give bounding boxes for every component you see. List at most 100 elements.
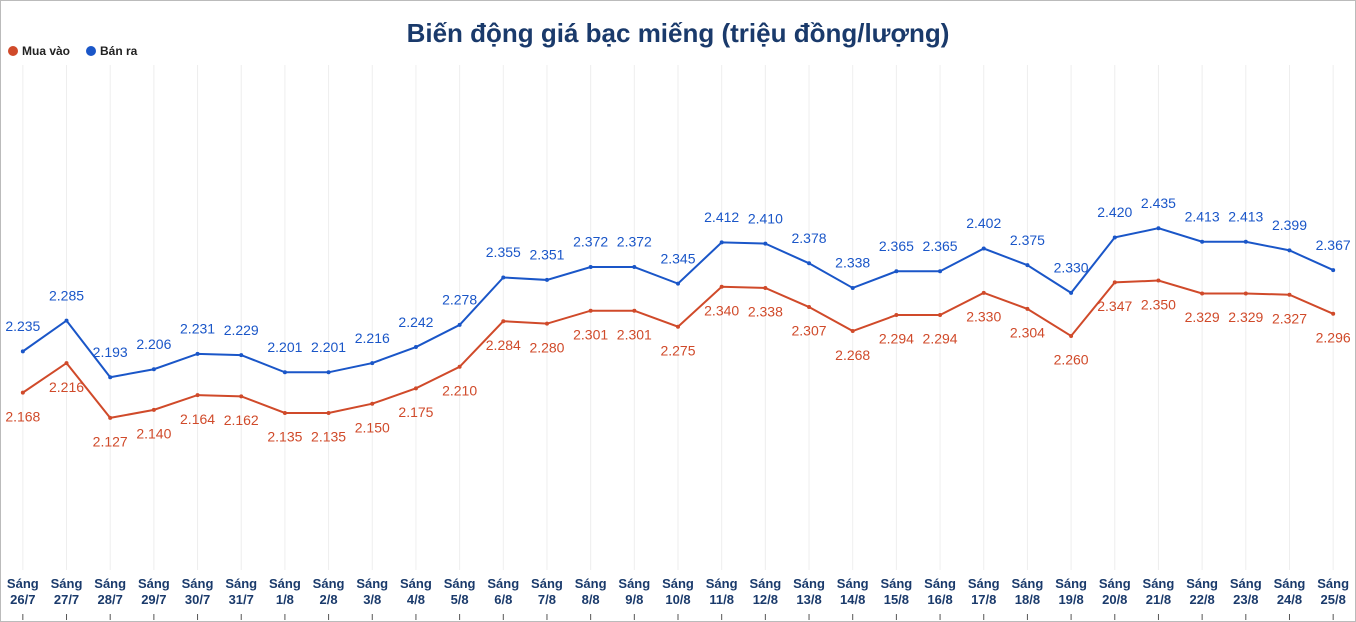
data-label: 2.231 xyxy=(180,321,215,337)
point xyxy=(20,349,25,354)
data-label: 2.329 xyxy=(1228,309,1263,325)
data-label: 2.229 xyxy=(224,322,259,338)
data-label: 2.338 xyxy=(835,255,870,271)
point xyxy=(763,241,768,246)
data-label: 2.327 xyxy=(1272,310,1307,326)
data-label: 2.280 xyxy=(529,339,564,355)
point xyxy=(938,269,943,274)
point xyxy=(64,318,69,323)
x-tick-label: Sáng 13/8 xyxy=(793,576,825,607)
x-tick-label: Sáng 28/7 xyxy=(94,576,127,607)
data-label: 2.378 xyxy=(792,230,827,246)
x-tick-label: Sáng 27/7 xyxy=(50,576,83,607)
data-label: 2.210 xyxy=(442,382,477,398)
data-label: 2.268 xyxy=(835,347,870,363)
data-label: 2.242 xyxy=(398,314,433,330)
data-label: 2.338 xyxy=(748,304,783,320)
data-label: 2.375 xyxy=(1010,232,1045,248)
point xyxy=(588,308,593,313)
point xyxy=(1287,292,1292,297)
data-label: 2.329 xyxy=(1185,309,1220,325)
data-label: 2.150 xyxy=(355,419,390,435)
x-tick-label: Sáng 5/8 xyxy=(443,576,476,607)
data-label: 2.201 xyxy=(311,339,346,355)
point xyxy=(413,345,418,350)
point xyxy=(938,313,943,318)
data-label: 2.260 xyxy=(1054,352,1089,368)
data-label: 2.399 xyxy=(1272,217,1307,233)
data-label: 2.294 xyxy=(923,331,958,347)
data-label: 2.201 xyxy=(267,339,302,355)
data-label: 2.367 xyxy=(1316,237,1351,253)
point xyxy=(807,261,812,266)
data-label: 2.284 xyxy=(486,337,521,353)
data-label: 2.135 xyxy=(311,429,346,445)
point xyxy=(370,361,375,366)
legend-label: Bán ra xyxy=(100,44,138,58)
point xyxy=(850,285,855,290)
point xyxy=(719,240,724,245)
point xyxy=(719,284,724,289)
x-tick-label: Sáng 23/8 xyxy=(1229,576,1262,607)
data-label: 2.206 xyxy=(136,336,171,352)
point xyxy=(108,415,113,420)
data-label: 2.127 xyxy=(93,434,128,450)
data-label: 2.307 xyxy=(792,323,827,339)
point xyxy=(1112,235,1117,240)
point xyxy=(1243,239,1248,244)
x-tick-label: Sáng 19/8 xyxy=(1055,576,1087,607)
point xyxy=(326,370,331,375)
data-label: 2.345 xyxy=(660,250,695,266)
data-label: 2.355 xyxy=(486,244,521,260)
data-label: 2.340 xyxy=(704,302,739,318)
data-label: 2.235 xyxy=(5,318,40,334)
point xyxy=(1112,280,1117,285)
point xyxy=(1287,248,1292,253)
data-label: 2.347 xyxy=(1097,298,1132,314)
data-label: 2.365 xyxy=(923,238,958,254)
data-label: 2.372 xyxy=(617,234,652,250)
data-label: 2.216 xyxy=(355,330,390,346)
point xyxy=(632,308,637,313)
x-tick-label: Sáng 6/8 xyxy=(487,576,520,607)
point xyxy=(1025,263,1030,268)
point xyxy=(981,246,986,251)
point xyxy=(1069,333,1074,338)
data-label: 2.216 xyxy=(49,379,84,395)
point xyxy=(370,401,375,406)
data-label: 2.410 xyxy=(748,210,783,226)
point xyxy=(239,394,244,399)
data-label: 2.412 xyxy=(704,209,739,225)
data-label: 2.175 xyxy=(398,404,433,420)
point xyxy=(282,370,287,375)
data-label: 2.365 xyxy=(879,238,914,254)
point xyxy=(544,321,549,326)
data-label: 2.301 xyxy=(573,326,608,342)
point xyxy=(1156,278,1161,283)
x-tick-label: Sáng 29/7 xyxy=(137,576,170,607)
legend-marker xyxy=(86,46,96,56)
data-label: 2.135 xyxy=(267,429,302,445)
data-label: 2.372 xyxy=(573,234,608,250)
point xyxy=(108,375,113,380)
point xyxy=(894,313,899,318)
point xyxy=(239,353,244,358)
x-tick-label: Sáng 22/8 xyxy=(1186,576,1219,607)
point xyxy=(326,410,331,415)
point xyxy=(151,407,156,412)
point xyxy=(1243,291,1248,296)
x-tick-label: Sáng 9/8 xyxy=(618,576,651,607)
point xyxy=(1025,306,1030,311)
point xyxy=(807,305,812,310)
x-tick-label: Sáng 4/8 xyxy=(400,576,432,607)
x-tick-label: Sáng 15/8 xyxy=(880,576,913,607)
data-label: 2.140 xyxy=(136,426,171,442)
x-tick-label: Sáng 16/8 xyxy=(924,576,956,607)
point xyxy=(457,364,462,369)
data-label: 2.413 xyxy=(1185,208,1220,224)
x-tick-label: Sáng 25/8 xyxy=(1317,576,1350,607)
data-label: 2.330 xyxy=(1054,260,1089,276)
point xyxy=(676,324,680,329)
point xyxy=(763,285,768,290)
point xyxy=(195,393,200,398)
